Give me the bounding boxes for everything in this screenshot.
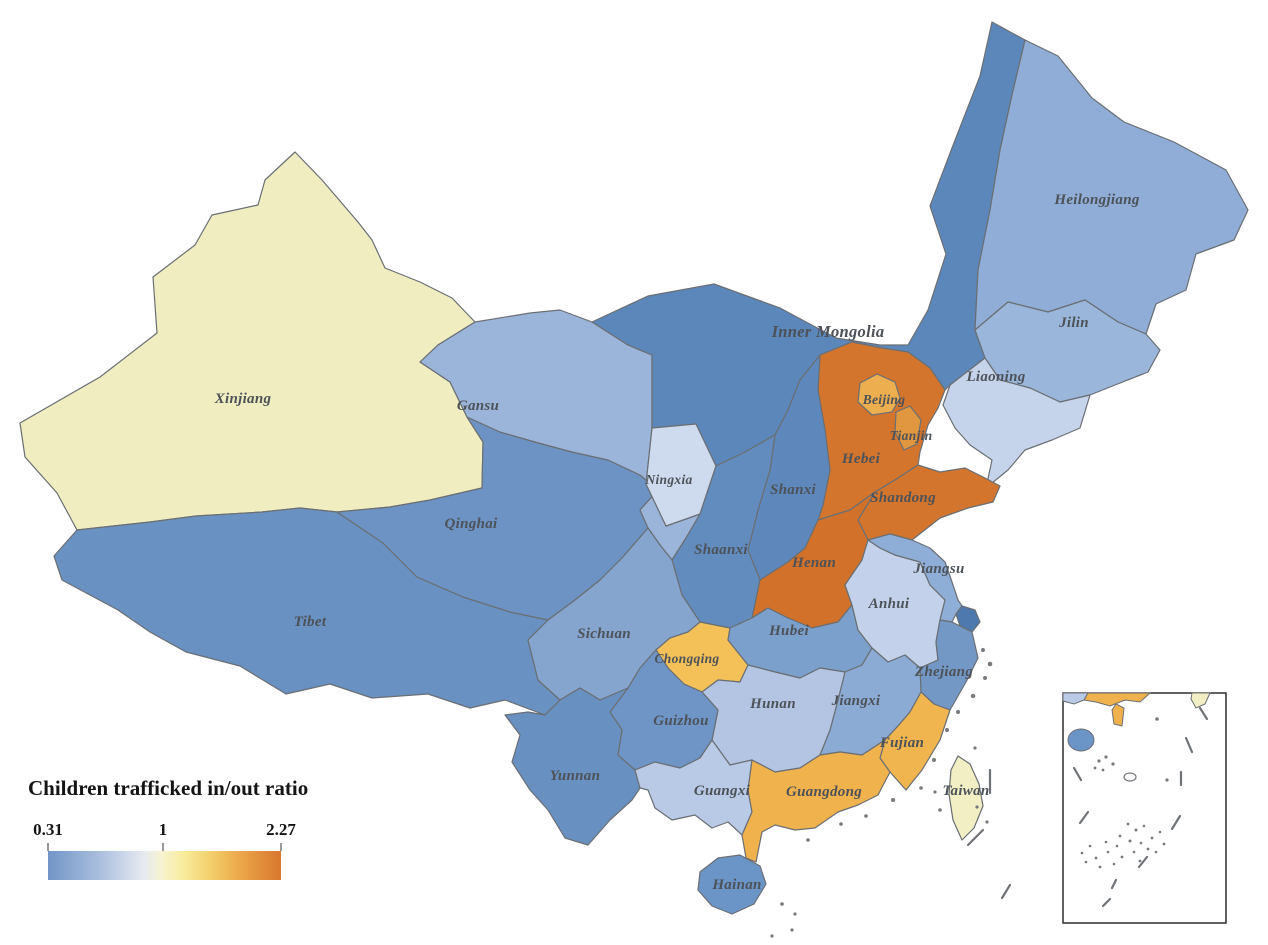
label-hubei: Hubei xyxy=(768,623,809,639)
label-qinghai: Qinghai xyxy=(445,516,498,532)
label-inner-mongolia: Inner Mongolia xyxy=(771,322,885,341)
inset-guangxi-fragment xyxy=(1062,692,1089,705)
label-liaoning: Liaoning xyxy=(965,369,1025,385)
province-liaoning xyxy=(942,357,1091,489)
legend-title: Children trafficked in/out ratio xyxy=(28,776,309,800)
coastal-islands xyxy=(770,648,993,938)
inset-taiwan-fragment xyxy=(1190,692,1211,709)
label-tibet: Tibet xyxy=(294,614,327,630)
inset-guangdong-fragment xyxy=(1083,692,1152,707)
label-guizhou: Guizhou xyxy=(653,713,708,729)
province-fujian xyxy=(879,691,951,791)
legend-gradient-bar xyxy=(48,851,281,880)
label-guangxi: Guangxi xyxy=(694,783,751,799)
legend-tick-min: 0.31 xyxy=(33,820,63,839)
legend-tickmark-min xyxy=(47,843,49,851)
label-tianjin: Tianjin xyxy=(890,428,933,443)
label-yunnan: Yunnan xyxy=(550,768,600,784)
label-sichuan: Sichuan xyxy=(577,626,631,642)
inset-atoll-ring xyxy=(1123,772,1137,782)
legend-tickmark-mid xyxy=(162,843,164,851)
label-hunan: Hunan xyxy=(749,696,796,712)
label-shandong: Shandong xyxy=(870,490,936,506)
legend-tick-mid: 1 xyxy=(158,820,168,839)
label-fujian: Fujian xyxy=(879,735,924,751)
province-beijing xyxy=(857,373,901,416)
label-jilin: Jilin xyxy=(1058,315,1089,331)
inset-spratly-islands xyxy=(1080,822,1166,869)
province-taiwan xyxy=(948,755,984,841)
label-shanxi: Shanxi xyxy=(770,482,817,498)
label-chongqing: Chongqing xyxy=(655,651,720,666)
label-xinjiang: Xinjiang xyxy=(214,391,272,407)
province-hainan xyxy=(697,854,767,915)
label-beijing: Beijing xyxy=(862,392,906,407)
legend: Children trafficked in/out ratio 0.31 1 … xyxy=(28,776,308,886)
province-yunnan xyxy=(504,687,641,846)
label-ningxia: Ningxia xyxy=(644,472,692,487)
label-gansu: Gansu xyxy=(457,398,499,414)
label-shaanxi: Shaanxi xyxy=(694,542,748,558)
inset-hainan-island xyxy=(1067,728,1095,752)
label-hebei: Hebei xyxy=(841,451,881,467)
label-hainan: Hainan xyxy=(711,877,761,893)
label-anhui: Anhui xyxy=(868,596,910,612)
label-jiangxi: Jiangxi xyxy=(831,693,881,709)
label-heilongjiang: Heilongjiang xyxy=(1053,192,1139,208)
province-heilongjiang xyxy=(974,39,1249,335)
province-tianjin xyxy=(894,405,922,451)
south-china-sea-inset xyxy=(1062,692,1227,924)
legend-tick-max: 2.27 xyxy=(266,820,296,839)
inset-dash-segments xyxy=(1072,706,1209,908)
province-shapes xyxy=(19,21,1249,915)
inset-leizhou-peninsula xyxy=(1111,703,1125,727)
province-zhejiang xyxy=(919,619,979,711)
label-guangdong: Guangdong xyxy=(786,784,862,800)
label-taiwan: Taiwan xyxy=(942,783,989,799)
nine-dash-line-segments xyxy=(966,768,1012,900)
inset-border-box xyxy=(1062,692,1227,924)
province-guangdong xyxy=(741,739,891,863)
legend-tickmark-max xyxy=(280,843,282,851)
province-xinjiang xyxy=(19,151,484,531)
label-jiangsu: Jiangsu xyxy=(912,561,964,577)
province-labels: Heilongjiang Jilin Liaoning Inner Mongol… xyxy=(214,192,1140,893)
label-henan: Henan xyxy=(791,555,836,571)
label-zhejiang: Zhejiang xyxy=(914,664,973,680)
inset-paracel-islands xyxy=(1093,717,1169,782)
